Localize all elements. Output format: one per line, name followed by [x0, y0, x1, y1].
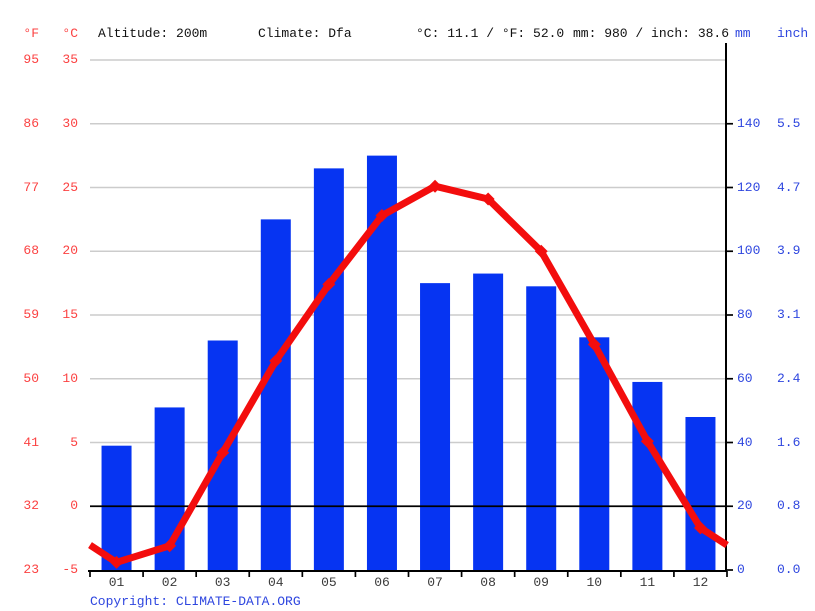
month-label: 10 [586, 575, 603, 590]
copyright-link[interactable]: CLIMATE-DATA.ORG [175, 594, 301, 609]
precip-bar [632, 381, 663, 570]
mm-tick-label: 60 [737, 370, 753, 386]
celsius-axis-title: °C [62, 26, 78, 41]
celsius-tick-label: 10 [62, 370, 78, 386]
copyright-prefix: Copyright: [90, 594, 176, 609]
temperature-marker [534, 244, 548, 258]
temperature-marker [428, 179, 442, 193]
celsius-tick-label: 0 [70, 498, 78, 514]
fahrenheit-tick-label: 68 [23, 243, 39, 259]
altitude-label: Altitude: 200m [98, 26, 208, 41]
temperature-marker [481, 192, 495, 206]
inch-axis-title: inch [777, 26, 809, 41]
precip-bar [313, 168, 344, 570]
inch-tick-label: 5.5 [777, 115, 801, 131]
inch-tick-label: 2.4 [777, 370, 801, 386]
temperature-marker [375, 209, 389, 223]
month-label: 08 [480, 575, 496, 590]
month-label: 11 [639, 575, 656, 590]
mm-tick-label: 120 [737, 179, 761, 195]
temperature-marker [269, 354, 283, 368]
precip-bar [579, 337, 610, 570]
precip-bar [260, 219, 291, 570]
temperature-line [88, 182, 729, 566]
mm-tick-label: 20 [737, 498, 753, 514]
temperature-marker [693, 521, 707, 535]
precip-bar [473, 273, 504, 570]
inch-tick-label: 1.6 [777, 434, 801, 450]
celsius-tick-label: 30 [62, 115, 78, 131]
month-label: 02 [161, 575, 178, 590]
mm-tick-label: 100 [737, 243, 761, 259]
precipitation-summary: mm: 980 / inch: 38.6 [573, 26, 730, 41]
celsius-tick-label: 5 [70, 434, 78, 450]
month-label: 01 [108, 575, 125, 590]
fahrenheit-tick-label: 32 [23, 498, 39, 514]
fahrenheit-tick-label: 23 [23, 562, 39, 577]
month-label: 07 [427, 575, 443, 590]
inch-tick-label: 3.9 [777, 243, 801, 259]
month-label: 05 [321, 575, 337, 590]
mm-tick-label: 0 [737, 562, 745, 577]
temperature-marker [640, 434, 654, 448]
month-label: 03 [214, 575, 231, 590]
fahrenheit-tick-label: 95 [23, 52, 39, 67]
inch-tick-label: 4.7 [777, 179, 801, 195]
temperature-marker [163, 539, 177, 553]
celsius-tick-label: 35 [62, 52, 78, 67]
month-label: 04 [267, 575, 284, 590]
temperature-marker [110, 555, 124, 569]
mm-tick-label: 140 [737, 115, 761, 131]
copyright: Copyright: CLIMATE-DATA.ORG [90, 594, 301, 610]
precip-bar [685, 417, 716, 570]
month-label: 06 [374, 575, 390, 590]
climate-classification: Climate: Dfa [258, 26, 352, 41]
precip-bar [101, 445, 132, 570]
precip-bar [420, 283, 451, 570]
fahrenheit-tick-label: 59 [23, 307, 39, 322]
fahrenheit-axis-title: °F [23, 26, 39, 41]
celsius-tick-label: 25 [62, 179, 78, 195]
mm-axis-title: mm [735, 26, 751, 41]
month-label: 09 [533, 575, 549, 590]
temperature-summary: °C: 11.1 / °F: 52.0 [416, 26, 565, 41]
celsius-tick-label: 20 [62, 243, 78, 259]
fahrenheit-tick-label: 86 [23, 115, 39, 131]
fahrenheit-tick-label: 77 [23, 179, 39, 195]
temperature-marker [216, 446, 230, 460]
celsius-tick-label: -5 [62, 562, 78, 577]
month-label: 12 [692, 575, 709, 590]
temperature-marker [322, 277, 336, 291]
celsius-tick-label: 15 [62, 307, 78, 322]
inch-tick-label: 0.0 [777, 562, 801, 577]
temperature-marker [587, 337, 601, 351]
mm-tick-label: 40 [737, 434, 753, 450]
inch-tick-label: 3.1 [777, 307, 801, 322]
fahrenheit-tick-label: 41 [23, 434, 39, 450]
precip-bar [526, 286, 557, 570]
inch-tick-label: 0.8 [777, 498, 801, 514]
mm-tick-label: 80 [737, 307, 753, 322]
fahrenheit-tick-label: 50 [23, 370, 39, 386]
